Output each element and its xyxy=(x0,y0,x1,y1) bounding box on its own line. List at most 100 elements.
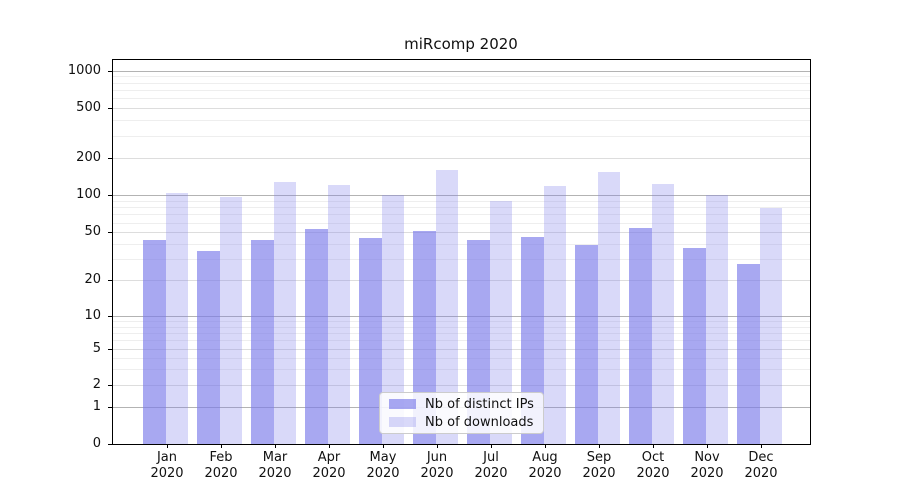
y-tick-label-500: 500 xyxy=(76,100,101,115)
y-tick-mark-2 xyxy=(108,385,113,386)
bar-downloads-dec xyxy=(760,208,782,444)
minor-gridline xyxy=(113,326,810,328)
bar-downloads-nov xyxy=(706,194,728,444)
chart-title: miRcomp 2020 xyxy=(404,35,518,53)
y-tick-label-0: 0 xyxy=(92,436,101,451)
legend-swatch-downloads xyxy=(389,417,416,427)
y-tick-mark-1000 xyxy=(108,70,113,72)
bar-distinct-ips-sep xyxy=(575,245,598,444)
y-tick-mark-10 xyxy=(108,316,113,317)
bar-downloads-feb xyxy=(220,197,242,444)
gridline-100 xyxy=(113,195,810,196)
x-tick-label-nov: Nov 2020 xyxy=(690,450,724,481)
bar-downloads-sep xyxy=(598,171,620,444)
y-tick-mark-500 xyxy=(108,108,113,109)
minor-gridline xyxy=(113,369,810,371)
x-tick-label-jun: Jun 2020 xyxy=(420,450,454,481)
gridline-10 xyxy=(113,316,810,317)
gridline-5 xyxy=(113,349,810,350)
gridline-500 xyxy=(113,108,810,109)
gridline-20 xyxy=(113,280,810,281)
legend: Nb of distinct IPs Nb of downloads xyxy=(379,392,544,434)
x-tick-mark-jul xyxy=(491,444,492,448)
x-tick-label-mar: Mar 2020 xyxy=(258,450,292,481)
gridline-200 xyxy=(113,158,810,160)
x-tick-mark-may xyxy=(383,444,384,448)
y-tick-mark-50 xyxy=(108,232,113,234)
y-tick-label-5: 5 xyxy=(92,341,101,356)
x-tick-mark-apr xyxy=(329,444,330,448)
plot-area xyxy=(112,59,811,445)
y-tick-label-1000: 1000 xyxy=(67,62,101,78)
gridline-1000 xyxy=(113,70,810,72)
y-tick-label-1: 1 xyxy=(92,399,101,415)
minor-gridline xyxy=(113,200,810,202)
x-tick-label-sep: Sep 2020 xyxy=(582,450,616,481)
bar-distinct-ips-jan xyxy=(143,240,166,444)
y-tick-label-2: 2 xyxy=(92,377,101,392)
bar-downloads-aug xyxy=(544,185,566,444)
legend-label-distinct-ips: Nb of distinct IPs xyxy=(425,396,534,412)
bar-downloads-may xyxy=(382,194,404,444)
legend-row-distinct-ips: Nb of distinct IPs xyxy=(389,397,534,412)
x-tick-label-jul: Jul 2020 xyxy=(474,450,508,481)
x-tick-mark-oct xyxy=(653,444,654,448)
minor-gridline xyxy=(113,82,810,84)
minor-gridline xyxy=(113,214,810,216)
bar-downloads-jan xyxy=(166,192,188,444)
y-tick-label-200: 200 xyxy=(76,150,101,166)
legend-label-downloads: Nb of downloads xyxy=(425,414,534,430)
bar-distinct-ips-dec xyxy=(737,264,760,444)
minor-gridline xyxy=(113,333,810,334)
minor-gridline xyxy=(113,222,810,224)
x-tick-label-aug: Aug 2020 xyxy=(528,450,562,481)
x-tick-mark-feb xyxy=(221,444,222,448)
bar-distinct-ips-may xyxy=(359,237,382,444)
y-tick-mark-200 xyxy=(108,158,113,160)
y-tick-label-20: 20 xyxy=(84,272,101,287)
bar-distinct-ips-oct xyxy=(629,228,652,444)
minor-gridline xyxy=(113,98,810,100)
minor-gridline xyxy=(113,258,810,260)
minor-gridline xyxy=(113,321,810,322)
x-tick-mark-jun xyxy=(437,444,438,448)
bar-distinct-ips-jun xyxy=(413,231,436,444)
minor-gridline xyxy=(113,120,810,122)
y-tick-mark-5 xyxy=(108,349,113,350)
y-tick-mark-20 xyxy=(108,280,113,281)
x-tick-mark-sep xyxy=(599,444,600,448)
y-tick-mark-0 xyxy=(108,444,113,445)
y-tick-label-10: 10 xyxy=(84,308,101,323)
bar-distinct-ips-feb xyxy=(197,250,220,444)
gridline-50 xyxy=(113,232,810,234)
minor-gridline xyxy=(113,89,810,91)
bar-downloads-apr xyxy=(328,184,350,444)
minor-gridline xyxy=(113,340,810,342)
legend-swatch-distinct-ips xyxy=(389,399,416,409)
x-tick-mark-nov xyxy=(707,444,708,448)
bar-downloads-jul xyxy=(490,200,512,444)
minor-gridline xyxy=(113,357,810,359)
bar-distinct-ips-apr xyxy=(305,229,328,444)
x-tick-mark-jan xyxy=(167,444,168,448)
bar-distinct-ips-mar xyxy=(251,240,274,444)
minor-gridline xyxy=(113,243,810,245)
x-tick-label-apr: Apr 2020 xyxy=(312,450,346,481)
x-tick-label-oct: Oct 2020 xyxy=(636,450,670,481)
x-tick-mark-aug xyxy=(545,444,546,448)
bar-downloads-oct xyxy=(652,184,674,444)
gridline-2 xyxy=(113,385,810,386)
bar-downloads-mar xyxy=(274,182,296,444)
minor-gridline xyxy=(113,207,810,208)
bar-distinct-ips-nov xyxy=(683,248,706,444)
y-tick-label-100: 100 xyxy=(76,187,101,202)
legend-row-downloads: Nb of downloads xyxy=(389,415,534,430)
y-tick-mark-1 xyxy=(108,407,113,409)
x-tick-mark-mar xyxy=(275,444,276,448)
x-tick-label-may: May 2020 xyxy=(366,450,400,481)
y-tick-mark-100 xyxy=(108,195,113,196)
x-tick-mark-dec xyxy=(761,444,762,448)
minor-gridline xyxy=(113,136,810,137)
x-tick-label-feb: Feb 2020 xyxy=(204,450,238,481)
